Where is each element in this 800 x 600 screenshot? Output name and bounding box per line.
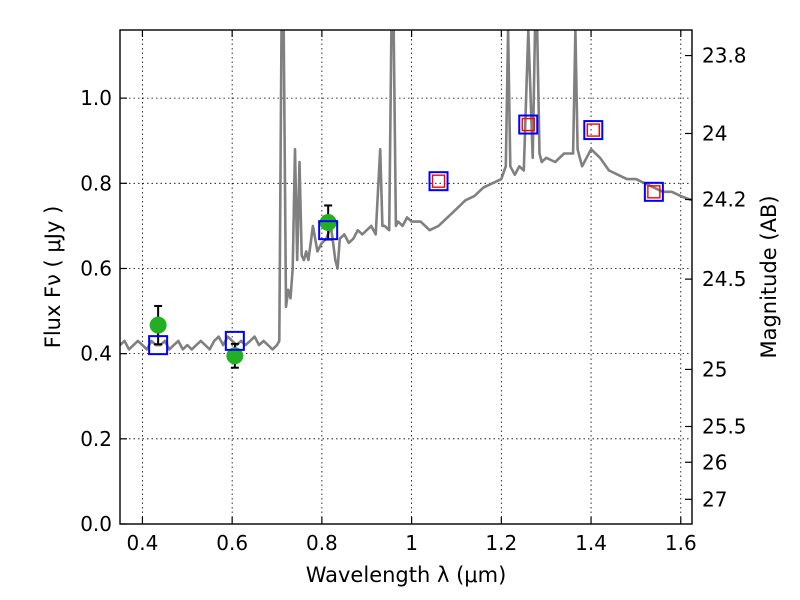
right-tick-label: 24.5 xyxy=(702,267,747,291)
right-tick-label: 25.5 xyxy=(702,414,747,438)
x-tick-label: 1.4 xyxy=(575,531,607,555)
y-tick-label: 0.0 xyxy=(80,512,112,536)
right-tick-label: 24 xyxy=(702,121,727,145)
model-point xyxy=(428,171,449,192)
model-point xyxy=(583,120,604,141)
observed-point xyxy=(319,213,337,231)
right-axis-label: Magnitude (AB) xyxy=(757,195,781,358)
right-tick-label: 27 xyxy=(702,487,727,511)
model-point xyxy=(643,181,664,202)
plot-frame xyxy=(119,29,693,525)
right-tick-label: 25 xyxy=(702,357,727,381)
model-point xyxy=(518,114,539,135)
data-layer xyxy=(120,30,692,351)
x-tick-label: 1 xyxy=(405,531,418,555)
x-tick-label: 0.4 xyxy=(127,531,159,555)
x-tick-label: 1.2 xyxy=(485,531,517,555)
y-tick-label: 0.8 xyxy=(80,171,112,195)
model-point xyxy=(148,335,169,356)
observed-point xyxy=(149,316,167,334)
y-tick-label: 0.4 xyxy=(80,342,112,366)
marker-layer xyxy=(148,114,664,369)
y-tick-label: 0.2 xyxy=(80,427,112,451)
spectrum-line xyxy=(120,30,692,351)
y-axis-label: Flux Fν ( μJy ) xyxy=(41,206,65,349)
observed-point xyxy=(226,347,244,365)
upper-limit-marker xyxy=(521,117,535,132)
upper-limit-marker xyxy=(586,123,601,137)
upper-limit-marker xyxy=(431,174,446,188)
x-tick-label: 1.6 xyxy=(665,531,697,555)
model-point xyxy=(224,330,245,351)
x-axis-label: Wavelength λ (μm) xyxy=(306,563,507,587)
y-tick-label: 1.0 xyxy=(80,86,112,110)
y-tick-label: 0.6 xyxy=(80,256,112,280)
right-tick-label: 26 xyxy=(702,450,727,474)
model-point xyxy=(318,220,339,241)
x-tick-label: 0.8 xyxy=(306,531,338,555)
right-tick-label: 24.2 xyxy=(702,187,747,211)
right-tick-label: 23.8 xyxy=(702,44,747,68)
axes: 0.4 0.6 0.8 1 1.2 1.4 1.6 0.0 0.2 0.4 0.6 0.8 1.0 23.… xyxy=(80,30,747,555)
plot-background xyxy=(120,30,692,524)
x-tick-label: 0.6 xyxy=(216,531,248,555)
upper-limit-marker xyxy=(647,185,661,199)
